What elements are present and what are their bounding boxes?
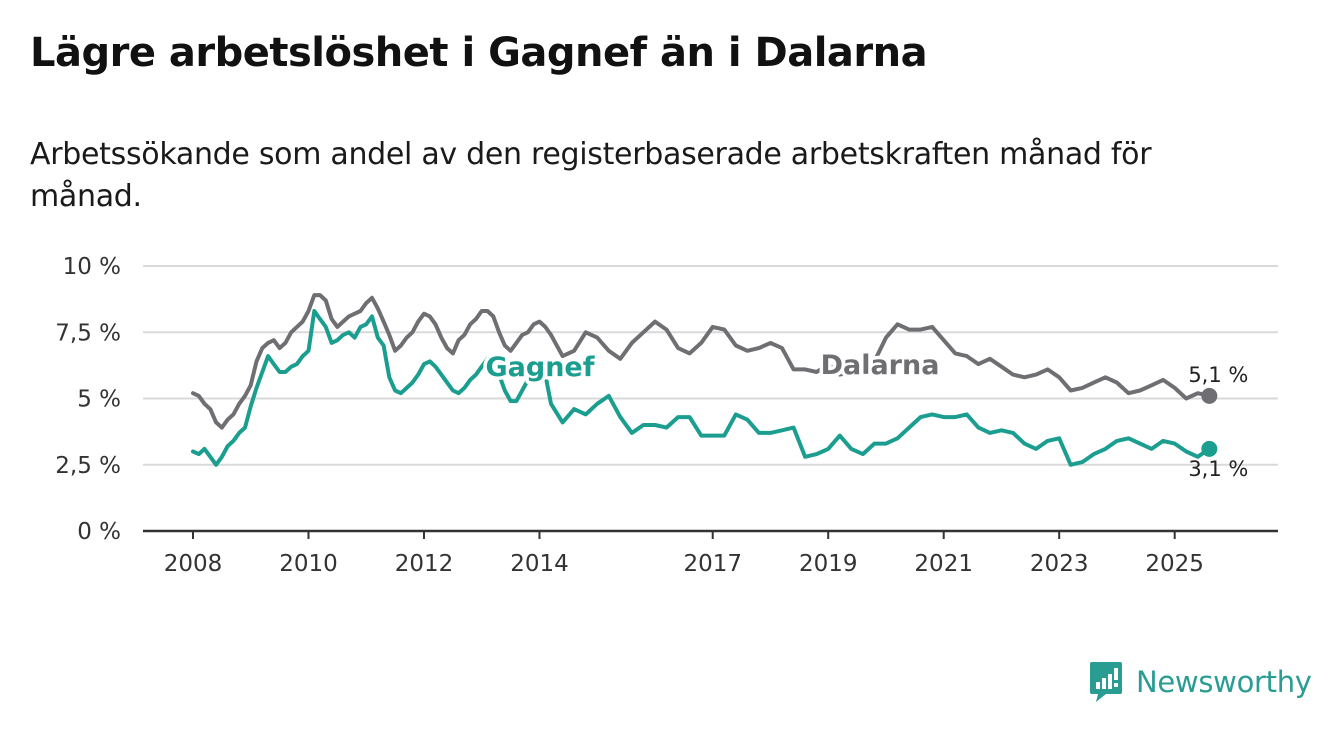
x-tick-label: 2025 [1145, 551, 1204, 577]
chart-labels: 5,1 % 3,1 % Gagnef Dalarna [482, 347, 1248, 481]
x-tick-label: 2010 [279, 551, 338, 577]
x-tick-label: 2019 [799, 551, 858, 577]
x-tick-label: 2023 [1030, 551, 1089, 577]
x-tick-label: 2012 [395, 551, 454, 577]
x-tick-label: 2014 [510, 551, 569, 577]
chart-subtitle: Arbetssökande som andel av den registerb… [30, 137, 1152, 214]
series-label-gagnef: Gagnef [486, 352, 595, 383]
y-tick-label: 5 % [77, 387, 121, 413]
series-line-gagnef [191, 309, 1212, 467]
x-tick-label: 2017 [683, 551, 742, 577]
y-tick-label: 2,5 % [55, 453, 121, 479]
end-value-label-gagnef: 3,1 % [1188, 457, 1248, 481]
chart-title: Lägre arbetslöshet i Gagnef än i Dalarna [30, 30, 928, 76]
brand-name: Newsworthy [1136, 665, 1312, 699]
newsworthy-logo: Newsworthy [1088, 660, 1312, 704]
endpoint-marker-dalarna [1201, 387, 1218, 404]
y-tick-label: 10 % [63, 254, 121, 280]
y-tick-label: 0 % [77, 519, 121, 545]
axes: 0 % 2,5 % 5 % 7,5 % 10 % 2008 2010 2012 2014 2017… [55, 254, 1278, 577]
y-tick-label: 7,5 % [55, 320, 121, 346]
newsworthy-chart-icon [1090, 662, 1122, 702]
series-line-dalarna [191, 293, 1212, 430]
series-lines [191, 293, 1218, 467]
end-value-label-dalarna: 5,1 % [1188, 363, 1248, 387]
series-label-dalarna: Dalarna [821, 350, 940, 381]
x-tick-label: 2008 [164, 551, 223, 577]
endpoint-marker-gagnef [1201, 440, 1218, 457]
x-tick-label: 2021 [914, 551, 973, 577]
